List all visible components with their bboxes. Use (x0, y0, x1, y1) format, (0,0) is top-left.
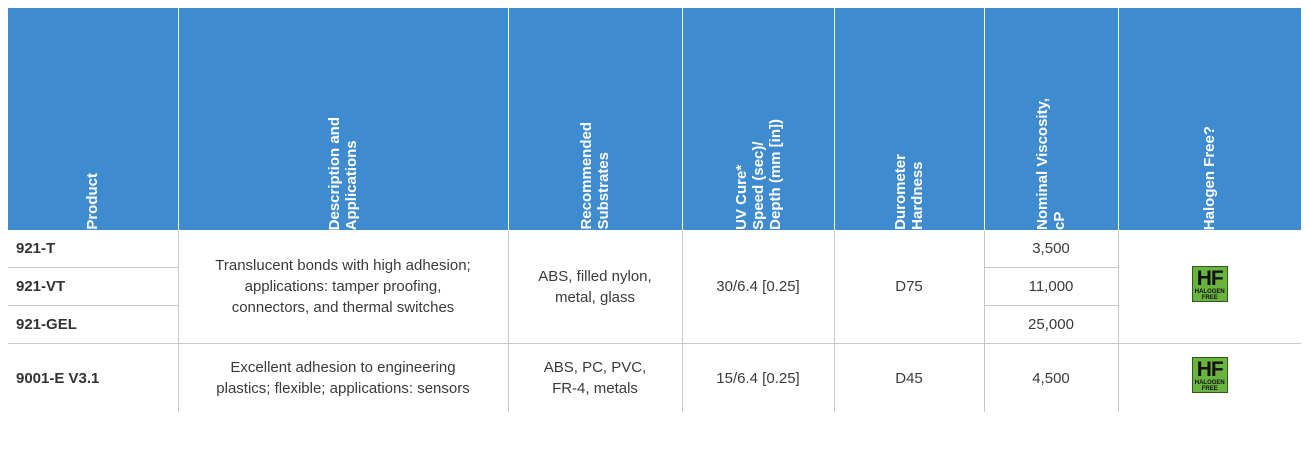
col-header-product: Product (8, 8, 178, 230)
product-name: 921-T (8, 230, 178, 268)
product-table: Product Description and Applications Rec… (8, 8, 1301, 412)
substrates-cell: ABS, PC, PVC, FR-4, metals (507, 343, 682, 412)
substrates-cell: ABS, filled nylon, metal, glass (507, 230, 682, 344)
halogen-free-cell: HF HALOGEN FREE (1117, 343, 1301, 412)
description-cell: Translucent bonds with high adhesion; ap… (177, 230, 508, 344)
col-header-viscosity: Nominal Viscosity, cP (983, 8, 1118, 230)
header-row: Product Description and Applications Rec… (8, 8, 1301, 230)
hardness-cell: D45 (833, 343, 984, 412)
product-name: 921-GEL (8, 305, 178, 344)
hardness-cell: D75 (833, 230, 984, 344)
halogen-free-badge-icon: HF HALOGEN FREE (1191, 357, 1228, 393)
col-header-description: Description and Applications (177, 8, 508, 230)
product-name: 9001-E V3.1 (16, 369, 100, 387)
col-header-hardness: Durometer Hardness (833, 8, 984, 230)
uv-cure-cell: 15/6.4 [0.25] (681, 343, 834, 412)
col-header-substrates: Recommended Substrates (507, 8, 682, 230)
col-header-halogen-free: Halogen Free? (1117, 8, 1301, 230)
description-cell: Excellent adhesion to engineering plasti… (177, 343, 508, 412)
table-row: 9001-E V3.1 Excellent adhesion to engine… (8, 343, 1301, 412)
halogen-free-cell: HF HALOGEN FREE (1117, 230, 1301, 344)
product-name: 921-VT (8, 267, 178, 306)
uv-cure-cell: 30/6.4 [0.25] (681, 230, 834, 344)
table-row: 921-VT 11,000 (8, 267, 1301, 306)
col-header-uv-cure: UV Cure* Speed (sec)/ Depth (mm [in]) (681, 8, 834, 230)
viscosity-cell: 3,500 (983, 230, 1118, 268)
halogen-free-badge-icon: HF HALOGEN FREE (1191, 265, 1228, 302)
viscosity-cell: 4,500 (983, 343, 1118, 412)
viscosity-cell: 11,000 (983, 267, 1118, 306)
table-row: 921-T Translucent bonds with high adhesi… (8, 230, 1301, 344)
viscosity-cell: 25,000 (983, 305, 1118, 344)
table-row: 921-GEL 25,000 (8, 305, 1301, 344)
